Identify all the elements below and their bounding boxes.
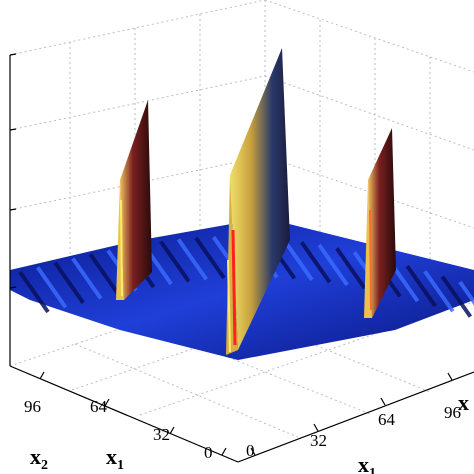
surface-ripple	[405, 264, 437, 308]
surface-ripple	[194, 236, 226, 280]
x-axis-label: x1	[358, 452, 376, 474]
surface-ripple	[299, 241, 332, 284]
z-axis-ticks	[9, 53, 17, 289]
peak-right	[368, 128, 396, 318]
surface-spikes	[116, 48, 396, 355]
peak-center	[230, 48, 290, 350]
y-tick-label: 0	[204, 443, 213, 462]
surface-ripple	[282, 238, 314, 282]
surface-ripple	[53, 261, 85, 304]
y-tick-label: 32	[153, 425, 170, 444]
x-tick-label: 0	[246, 441, 255, 460]
x-tick-label: 96	[444, 403, 461, 422]
surface-ripple	[71, 257, 103, 300]
surface-ripple	[317, 243, 349, 287]
x-tick-label: 32	[310, 431, 327, 450]
surface-ripple	[335, 247, 367, 290]
surface-ripple	[176, 238, 209, 281]
y-axis-label: x2	[30, 444, 48, 473]
y-axis: 96 64 32 0 x2 x1	[24, 371, 227, 473]
y-tick-label: 96	[24, 397, 41, 416]
x-axis: 0 32 64 96 x1 x	[246, 372, 469, 474]
surface-ripple	[35, 266, 68, 309]
surface-ripple	[18, 270, 50, 314]
x-tick-label: 64	[378, 410, 396, 429]
x-axis-label-left: x1	[106, 444, 124, 473]
y-tick-label: 64	[90, 397, 108, 416]
x-axis-label-right: x	[458, 390, 469, 415]
axis-box	[9, 55, 474, 463]
surface-ripple	[423, 270, 455, 313]
surface-ripple	[440, 275, 473, 318]
surface-ripple	[458, 280, 474, 306]
peak-left	[120, 100, 152, 300]
surface-ripple	[88, 253, 121, 296]
surface-ripple	[159, 240, 191, 283]
